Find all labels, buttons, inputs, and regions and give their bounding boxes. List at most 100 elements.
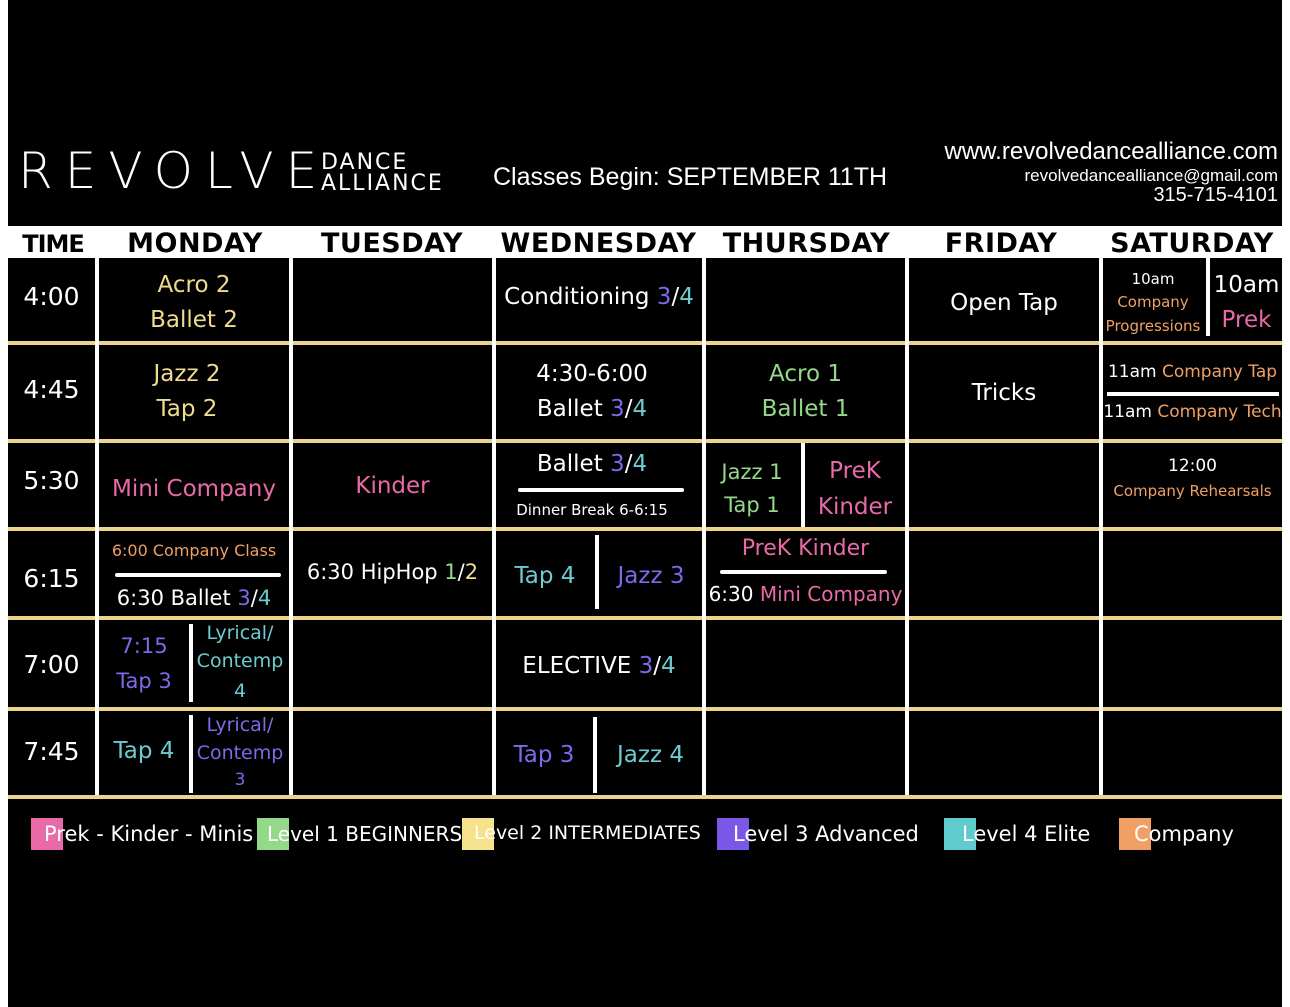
class-lyrical-contemp-3-level: 3 bbox=[234, 770, 246, 790]
legend-swatch-prek bbox=[31, 818, 63, 850]
col-header-friday: FRIDAY bbox=[944, 228, 1058, 259]
class-lyrical-contemp-3-line2: Contemp bbox=[196, 742, 284, 764]
sat-1200-time: 12:00 bbox=[1168, 456, 1217, 476]
row-divider bbox=[8, 527, 1282, 531]
cell-split-line bbox=[189, 715, 193, 793]
time-slot: 4:00 bbox=[23, 282, 80, 311]
sat-10am-time: 10am bbox=[1131, 270, 1175, 288]
class-tricks: Tricks bbox=[971, 380, 1037, 406]
legend-swatch-level-3 bbox=[717, 818, 749, 850]
col-header-monday: MONDAY bbox=[127, 228, 263, 259]
time-slot: 5:30 bbox=[23, 466, 80, 495]
class-open-tap: Open Tap bbox=[950, 290, 1058, 316]
legend-swatch-level-1 bbox=[257, 818, 289, 850]
legend-label-company: Company bbox=[1134, 822, 1234, 846]
col-header-saturday: SATURDAY bbox=[1110, 228, 1274, 259]
class-tap-3-mon: Tap 3 bbox=[116, 669, 172, 693]
legend-swatch-level-4 bbox=[944, 818, 976, 850]
class-lyrical-contemp-4-level: 4 bbox=[233, 680, 247, 702]
class-jazz-1: Jazz 1 bbox=[721, 460, 783, 484]
class-tap-4-mon: Tap 4 bbox=[113, 738, 175, 764]
time-slot: 7:00 bbox=[23, 650, 80, 679]
legend-swatch-company bbox=[1119, 818, 1151, 850]
column-divider bbox=[492, 258, 496, 795]
col-header-wednesday: WEDNESDAY bbox=[500, 228, 697, 259]
class-prek-thu: PreK bbox=[829, 458, 881, 484]
sat-10am-time-2: 10am bbox=[1213, 272, 1280, 298]
cell-split-line bbox=[801, 443, 805, 527]
cell-split-line bbox=[595, 535, 599, 609]
class-mini-company-630: 6:30 Mini Company bbox=[708, 582, 903, 606]
class-ballet-3-4: Ballet 3/4 bbox=[536, 396, 648, 422]
col-header-thursday: THURSDAY bbox=[722, 228, 891, 259]
cell-split-line bbox=[593, 717, 597, 793]
time-slot: 7:45 bbox=[23, 737, 80, 766]
row-divider bbox=[8, 616, 1282, 620]
class-company-progressions: Company bbox=[1117, 293, 1189, 311]
class-ballet-3-4-630: 6:30 Ballet 3/4 bbox=[116, 586, 272, 610]
class-lyrical-contemp-4: Lyrical/ bbox=[206, 622, 274, 644]
cell-split-line bbox=[1107, 392, 1279, 396]
row-divider bbox=[8, 439, 1282, 443]
class-tap-2: Tap 2 bbox=[156, 396, 218, 422]
class-prek: Prek bbox=[1221, 307, 1272, 333]
brand-logo: REVOLVE bbox=[18, 142, 330, 200]
time-slot: 4:45 bbox=[23, 375, 80, 404]
col-header-tuesday: TUESDAY bbox=[320, 228, 463, 259]
column-divider bbox=[702, 258, 706, 795]
class-tap-1: Tap 1 bbox=[724, 493, 780, 517]
class-jazz-3: Jazz 3 bbox=[617, 563, 685, 589]
class-715-time: 7:15 bbox=[120, 634, 168, 658]
schedule-poster: REVOLVE DANCE ALLIANCE Classes Begin: SE… bbox=[8, 0, 1282, 1007]
class-ballet-3-4-530: Ballet 3/4 bbox=[536, 451, 648, 477]
legend-label-level-2: Level 2 INTERMEDIATES bbox=[474, 822, 701, 844]
class-acro-2: Acro 2 bbox=[157, 272, 231, 298]
cell-split-line bbox=[518, 488, 684, 492]
classes-begin-text: Classes Begin: SEPTEMBER 11TH bbox=[493, 163, 888, 191]
dinner-break-note: Dinner Break 6-6:15 bbox=[516, 501, 668, 519]
class-jazz-2: Jazz 2 bbox=[153, 361, 221, 387]
legend-label-level-1: Level 1 BEGINNERS bbox=[267, 822, 463, 846]
class-elective-3-4: ELECTIVE 3/4 bbox=[522, 653, 676, 679]
column-divider bbox=[95, 258, 99, 795]
class-mini-company: Mini Company bbox=[112, 476, 276, 502]
website-link[interactable]: www.revolvedancealliance.com bbox=[944, 138, 1279, 165]
class-acro-1: Acro 1 bbox=[769, 361, 842, 387]
row-divider bbox=[8, 795, 1282, 799]
wed-445-time: 4:30-6:00 bbox=[536, 361, 648, 387]
class-company-tech: 11am Company Tech bbox=[1103, 402, 1282, 422]
legend-label-level-3: Level 3 Advanced bbox=[733, 822, 919, 846]
col-header-time: TIME bbox=[22, 230, 85, 258]
class-jazz-4: Jazz 4 bbox=[617, 742, 684, 768]
class-company-rehearsals: Company Rehearsals bbox=[1113, 482, 1272, 500]
class-kinder: Kinder bbox=[355, 473, 430, 499]
class-lyrical-contemp-4-line2: Contemp bbox=[196, 650, 284, 672]
row-divider bbox=[8, 341, 1282, 345]
class-prek-kinder: PreK Kinder bbox=[741, 536, 870, 561]
class-ballet-2: Ballet 2 bbox=[150, 307, 238, 333]
cell-split-line bbox=[1206, 258, 1210, 336]
phone-number: 315-715-4101 bbox=[1153, 184, 1278, 206]
class-tap-3-wed: Tap 3 bbox=[513, 742, 575, 768]
legend-swatch-level-2 bbox=[462, 818, 494, 850]
legend-label-prek: Prek - Kinder - Minis bbox=[44, 822, 254, 846]
row-divider bbox=[8, 707, 1282, 711]
legend-label-level-4: Level 4 Elite bbox=[962, 822, 1091, 846]
column-header-row: TIME MONDAY TUESDAY WEDNESDAY THURSDAY F… bbox=[8, 226, 1282, 259]
class-tap-4: Tap 4 bbox=[514, 563, 576, 589]
cell-split-line bbox=[720, 570, 887, 574]
cell-split-line bbox=[189, 624, 193, 702]
class-lyrical-contemp-3: Lyrical/ bbox=[206, 714, 274, 736]
email-link[interactable]: revolvedancealliance@gmail.com bbox=[1024, 166, 1279, 185]
column-divider bbox=[289, 258, 293, 795]
class-hiphop-1-2: 6:30 HipHop 1/2 bbox=[306, 560, 479, 584]
class-company-tap: 11am Company Tap bbox=[1107, 362, 1278, 382]
brand-line-dance: DANCE bbox=[321, 150, 409, 175]
column-divider bbox=[1099, 258, 1103, 795]
column-divider bbox=[905, 258, 909, 795]
class-kinder-thu: Kinder bbox=[817, 494, 893, 520]
class-ballet-1: Ballet 1 bbox=[761, 396, 850, 422]
time-slot: 6:15 bbox=[23, 564, 80, 593]
class-conditioning: Conditioning 3/4 bbox=[504, 284, 694, 310]
cell-split-line bbox=[115, 573, 281, 577]
